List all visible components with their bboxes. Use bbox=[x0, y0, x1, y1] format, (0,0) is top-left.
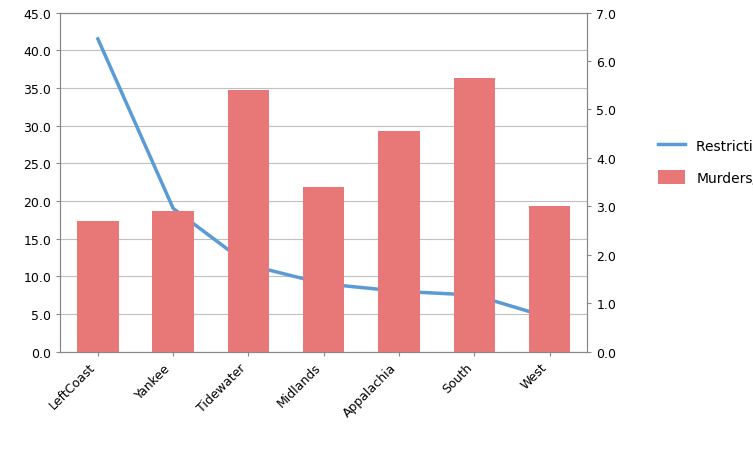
Bar bbox=[152, 212, 194, 352]
Bar bbox=[378, 132, 420, 352]
Bar bbox=[77, 221, 118, 352]
Bar bbox=[227, 91, 270, 352]
Legend: Restrictive Laws, Murders/100k: Restrictive Laws, Murders/100k bbox=[657, 139, 753, 185]
Bar bbox=[303, 188, 344, 352]
Bar bbox=[453, 79, 495, 352]
Bar bbox=[529, 207, 570, 352]
